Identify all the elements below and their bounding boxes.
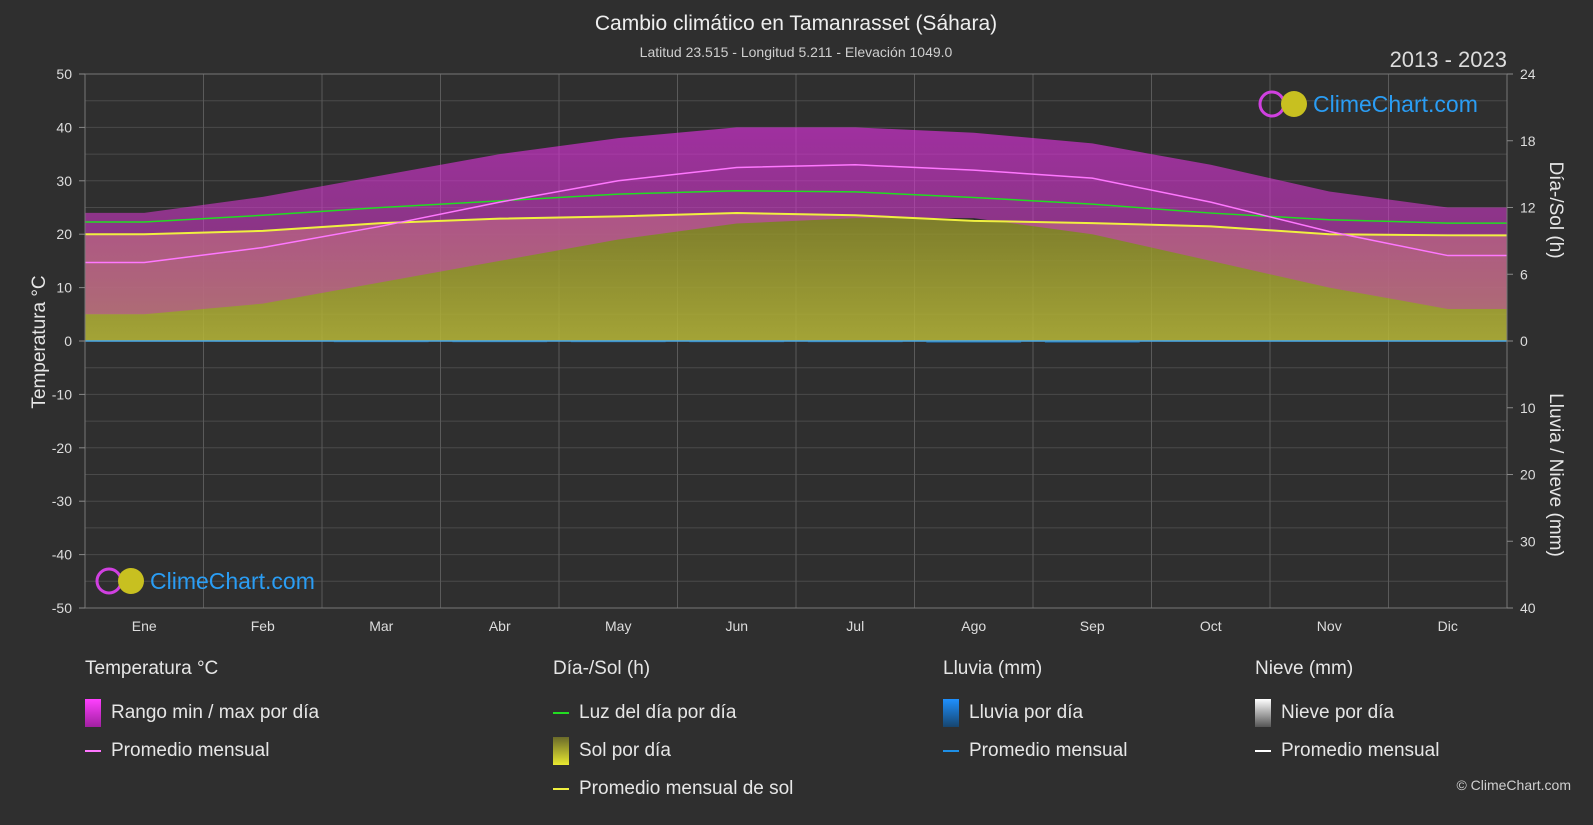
temp-range-band [85,127,1507,315]
x-tick-label: Ene [132,618,157,634]
y2-tick-label: 6 [1520,266,1528,282]
legend-temperature: Temperatura °C Rango min / max por día P… [85,658,319,770]
logo-text: ClimeChart.com [1313,91,1478,117]
legend-item: Luz del día por día [553,694,793,732]
legend-item: Promedio mensual de sol [553,770,793,808]
left-axis-label: Temperatura °C [29,275,50,408]
y2-tick-label: 0 [1520,333,1528,349]
rain-swatch [943,699,959,727]
x-tick-label: Oct [1200,618,1222,634]
x-tick-label: Sep [1080,618,1105,634]
snow-avg-swatch [1255,750,1271,752]
sun-avg-swatch [553,788,569,790]
x-tick-label: Jul [846,618,864,634]
y3-tick-label: 30 [1520,533,1536,549]
rain-bar [1044,341,1140,344]
legend-label: Luz del día por día [579,702,737,723]
legend-item: Promedio mensual [943,732,1127,770]
logo-sun-icon [118,568,144,594]
legend-item: Promedio mensual [85,732,319,770]
logo-icon [1258,90,1286,118]
snow-swatch [1255,699,1271,727]
year-range: 2013 - 2023 [1390,47,1507,72]
legend-title: Lluvia (mm) [943,658,1043,679]
chart-subtitle: Latitud 23.515 - Longitud 5.211 - Elevac… [640,44,953,60]
logo-bottom-left: ClimeChart.com [95,567,315,595]
legend-label: Promedio mensual [969,740,1128,761]
legend-item: Nieve por día [1255,694,1439,732]
legend-label: Promedio mensual de sol [579,778,794,799]
y-tick-label: -40 [52,547,72,563]
climate-chart: Cambio climático en Tamanrasset (Sáhara)… [29,12,1566,634]
logo-top-right: ClimeChart.com [1258,90,1478,118]
rain-avg-swatch [943,750,959,752]
legend-title: Día-/Sol (h) [553,658,651,679]
x-tick-label: Nov [1317,618,1342,634]
x-tick-label: Ago [961,618,986,634]
legend-item: Lluvia por día [943,694,1127,732]
y-tick-label: 50 [56,66,72,82]
x-tick-label: Mar [369,618,393,634]
right-axis-top-label: Día-/Sol (h) [1545,161,1566,258]
y-tick-label: -50 [52,600,72,616]
legend-snow: Nieve (mm) Nieve por día Promedio mensua… [1255,658,1439,770]
y-tick-label: -20 [52,440,72,456]
y2-tick-label: 24 [1520,66,1536,82]
legend-label: Promedio mensual [1281,740,1440,761]
x-tick-label: Dic [1438,618,1458,634]
temp-avg-swatch [85,750,101,752]
y-tick-label: 10 [56,280,72,296]
y-tick-label: 20 [56,226,72,242]
axes: 50 40 30 20 10 0 -10 -20 -30 -40 -50 24 18 12 6 0 10 20 30… [52,66,1536,634]
chart-title: Cambio climático en Tamanrasset (Sáhara) [595,12,997,35]
y-tick-label: -30 [52,493,72,509]
logo-sun-icon [1281,91,1307,117]
legend-label: Nieve por día [1281,702,1395,723]
legend-sun: Día-/Sol (h) Luz del día por día Sol por… [553,658,793,808]
daylight-swatch [553,712,569,714]
x-tick-label: Abr [489,618,511,634]
y-tick-label: 0 [64,333,72,349]
y-tick-label: 40 [56,119,72,135]
legend-label: Sol por día [579,740,671,761]
legend-label: Rango min / max por día [111,702,320,723]
legend-title: Nieve (mm) [1255,658,1354,679]
x-tick-label: Jun [725,618,748,634]
legend-label: Lluvia por día [969,702,1084,723]
y-tick-label: -10 [52,386,72,402]
right-axis-bottom-label: Lluvia / Nieve (mm) [1545,393,1566,557]
legend-title: Temperatura °C [85,658,219,679]
legend-item: Promedio mensual [1255,732,1439,770]
y3-tick-label: 40 [1520,600,1536,616]
plot-area [85,127,1507,344]
copyright: © ClimeChart.com [1456,777,1571,793]
y2-tick-label: 12 [1520,200,1536,216]
x-tick-label: Feb [251,618,275,634]
legend-rain: Lluvia (mm) Lluvia por día Promedio mens… [943,658,1127,770]
sunshine-swatch [553,737,569,765]
temp-range-swatch [85,699,101,727]
legend-item: Rango min / max por día [85,694,319,732]
legend-label: Promedio mensual [111,740,270,761]
legend-item: Sol por día [553,732,793,770]
rain-bar [926,341,1022,344]
y3-tick-label: 20 [1520,467,1536,483]
y2-tick-label: 18 [1520,133,1536,149]
y3-tick-label: 10 [1520,400,1536,416]
sun-avg-line [85,212,1507,237]
y-tick-label: 30 [56,173,72,189]
daylight-line [85,190,1507,224]
x-tick-label: May [605,618,631,634]
logo-text: ClimeChart.com [150,568,315,594]
temp-avg-line [85,164,1507,264]
